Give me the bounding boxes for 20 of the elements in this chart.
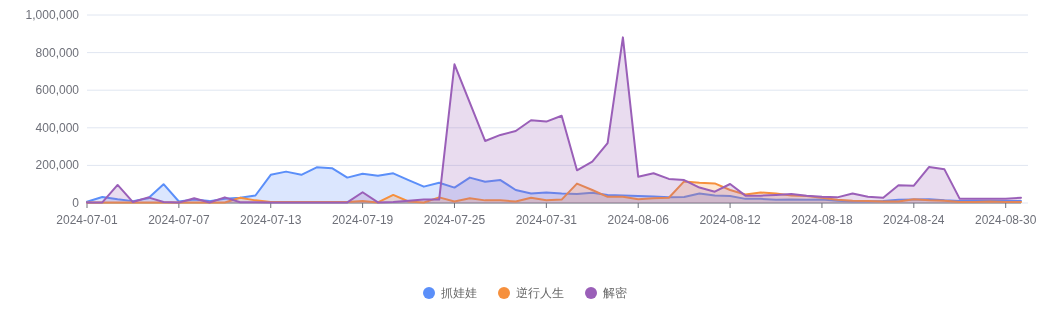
x-tick-label: 2024-08-18 bbox=[791, 213, 853, 227]
y-tick-label: 600,000 bbox=[35, 83, 80, 98]
y-tick-label: 0 bbox=[72, 196, 80, 210]
y-tick-label: 800,000 bbox=[35, 45, 80, 60]
y-tick-label: 400,000 bbox=[35, 120, 80, 135]
legend-label: 逆行人生 bbox=[516, 286, 564, 300]
x-tick-label: 2024-08-30 bbox=[974, 213, 1037, 227]
legend-label: 解密 bbox=[603, 286, 627, 300]
x-tick-label: 2024-07-01 bbox=[56, 213, 119, 227]
legend-label: 抓娃娃 bbox=[441, 286, 477, 300]
x-tick-label: 2024-07-13 bbox=[240, 213, 302, 227]
x-tick-label: 2024-08-06 bbox=[607, 213, 670, 227]
x-tick-label: 2024-08-24 bbox=[883, 213, 945, 227]
x-tick-label: 2024-08-12 bbox=[699, 213, 762, 227]
x-tick-label: 2024-07-31 bbox=[515, 213, 578, 227]
y-tick-label: 1,000,000 bbox=[25, 8, 80, 22]
x-tick-label: 2024-07-25 bbox=[423, 213, 486, 227]
x-tick-label: 2024-07-19 bbox=[331, 213, 394, 227]
x-tick-label: 2024-07-07 bbox=[148, 213, 210, 227]
y-tick-label: 200,000 bbox=[35, 158, 80, 173]
